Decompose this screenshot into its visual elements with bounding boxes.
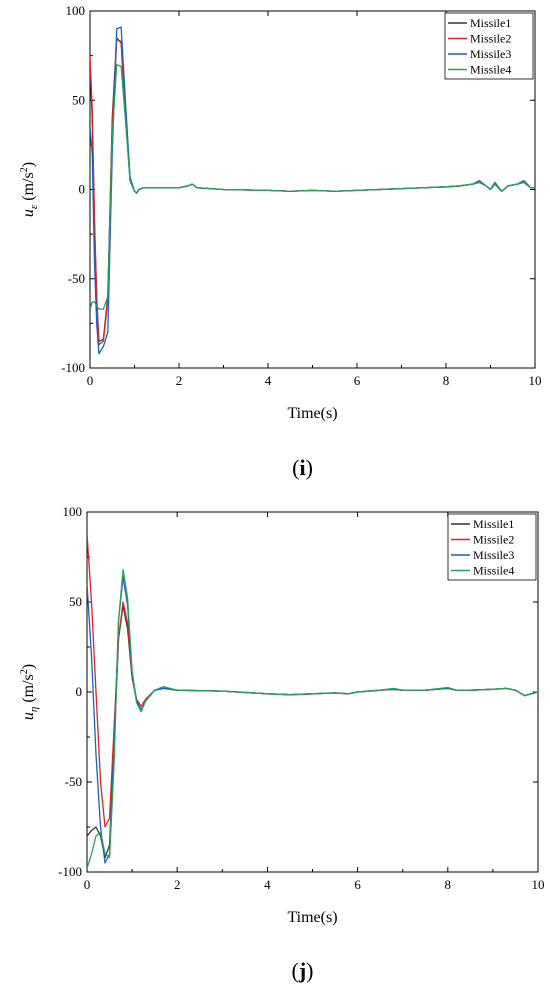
x-tick-label: 2 — [174, 877, 181, 892]
legend-label: Missile3 — [470, 47, 511, 61]
series-group — [87, 533, 538, 869]
y-tick-label: -100 — [58, 864, 82, 879]
x-tick-label: 0 — [87, 373, 94, 388]
series-line-missile4 — [87, 568, 538, 869]
legend-box — [447, 513, 537, 581]
panel-label-open: ( — [292, 455, 299, 480]
y-tick-label: 100 — [63, 504, 83, 519]
y-tick-label: 50 — [69, 594, 82, 609]
x-tick-label: 0 — [84, 877, 91, 892]
y-axis-unit-close: ) — [20, 664, 37, 669]
y-axis-superscript: 2 — [19, 669, 30, 674]
y-axis-superscript: 2 — [19, 167, 30, 172]
x-tick-label: 8 — [445, 877, 452, 892]
x-tick-label: 8 — [443, 373, 450, 388]
series-line-missile1 — [90, 37, 535, 342]
chart-panel-i: 0 2 4 6 8 10-100-50050100Missile1Missile2Miss… — [19, 3, 542, 480]
x-axis-title: Time(s) — [287, 909, 337, 926]
y-tick-label: -50 — [68, 271, 85, 286]
panel-label-letter: j — [298, 958, 306, 983]
panel-label-open: ( — [292, 958, 299, 983]
y-axis-unit-close: ) — [20, 162, 37, 167]
y-tick-label: -50 — [65, 774, 82, 789]
y-tick-label: -100 — [61, 360, 85, 375]
x-tick-label: 4 — [265, 373, 272, 388]
legend-label: Missile2 — [470, 32, 511, 46]
series-line-missile3 — [87, 576, 538, 864]
y-axis-subscript: ε — [28, 204, 40, 209]
legend-label: Missile4 — [470, 63, 511, 77]
y-tick-label: 50 — [72, 92, 85, 107]
legend-box — [444, 12, 534, 80]
x-tick-label: 10 — [532, 877, 545, 892]
legend-label: Missile4 — [473, 564, 514, 578]
y-tick-label: 100 — [66, 3, 86, 18]
series-group — [90, 26, 535, 355]
series-line-missile1 — [87, 604, 538, 859]
y-axis-subscript: η — [28, 707, 40, 712]
chart-panel-j: 0 2 4 6 8 10-100-50050100Missile1Missile2Miss… — [19, 504, 545, 983]
legend-label: Missile2 — [473, 533, 514, 547]
x-tick-label: 10 — [529, 373, 542, 388]
x-tick-label: 4 — [264, 877, 271, 892]
y-axis-title: uε (m/s2) — [19, 162, 40, 217]
y-tick-label: 0 — [79, 182, 86, 197]
panel-label-letter: i — [299, 455, 305, 480]
x-tick-label: 6 — [354, 373, 361, 388]
y-axis-unit: (m/s — [20, 172, 37, 204]
series-line-missile2 — [90, 38, 535, 346]
y-axis-title: uη (m/s2) — [19, 664, 40, 720]
x-tick-label: 6 — [354, 877, 361, 892]
x-axis-title: Time(s) — [287, 405, 337, 422]
panel-label: (j) — [292, 958, 314, 983]
panel-label-close: ) — [306, 455, 313, 480]
legend-label: Missile3 — [473, 548, 514, 562]
legend-label: Missile1 — [473, 517, 514, 531]
panel-label: (i) — [292, 455, 313, 480]
y-tick-label: 0 — [76, 684, 83, 699]
y-axis-symbol: u — [20, 209, 37, 217]
y-axis-symbol: u — [20, 712, 37, 720]
series-line-missile4 — [90, 63, 535, 310]
x-tick-label: 2 — [176, 373, 183, 388]
legend-label: Missile1 — [470, 16, 511, 30]
panel-label-close: ) — [306, 958, 313, 983]
y-axis-unit: (m/s — [20, 674, 37, 706]
